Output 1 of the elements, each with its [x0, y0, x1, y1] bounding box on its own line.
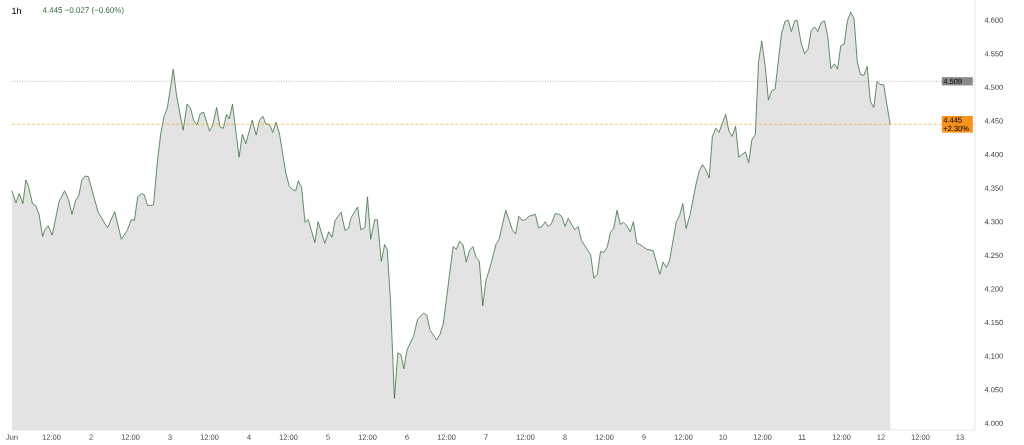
text: 1h — [12, 7, 21, 15]
